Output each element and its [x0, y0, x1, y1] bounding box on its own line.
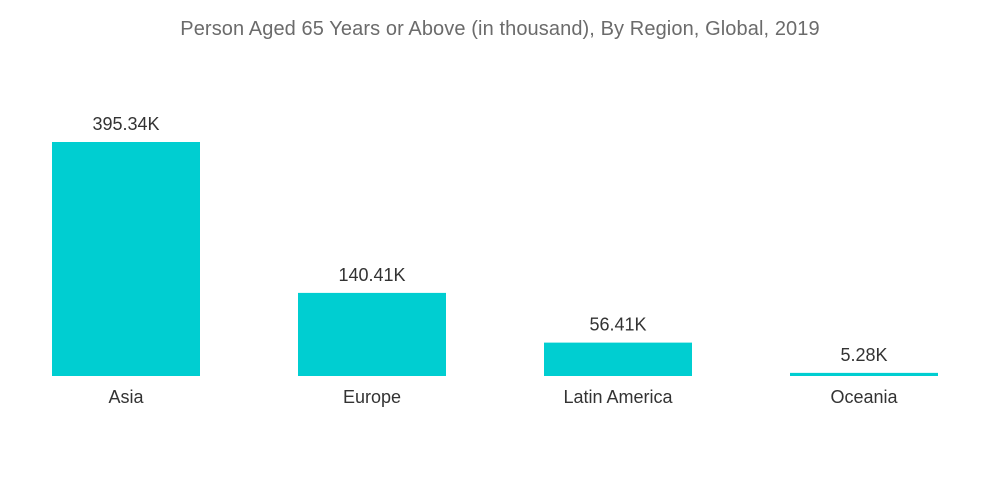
data-label-oceania: 5.28K: [840, 345, 887, 365]
data-label-asia: 395.34K: [92, 114, 159, 134]
bar-oceania: [790, 372, 938, 376]
x-tick-label-oceania: Oceania: [830, 387, 898, 407]
bar-europe: [298, 292, 446, 376]
chart-title: Person Aged 65 Years or Above (in thousa…: [180, 18, 820, 40]
data-label-latin-america: 56.41K: [589, 315, 646, 335]
bar-latin-america: [544, 342, 692, 376]
x-tick-label-latin-america: Latin America: [563, 387, 673, 407]
x-tick-label-asia: Asia: [108, 387, 144, 407]
bar-asia: [52, 142, 200, 376]
data-label-europe: 140.41K: [338, 265, 405, 285]
x-tick-label-europe: Europe: [343, 387, 401, 407]
